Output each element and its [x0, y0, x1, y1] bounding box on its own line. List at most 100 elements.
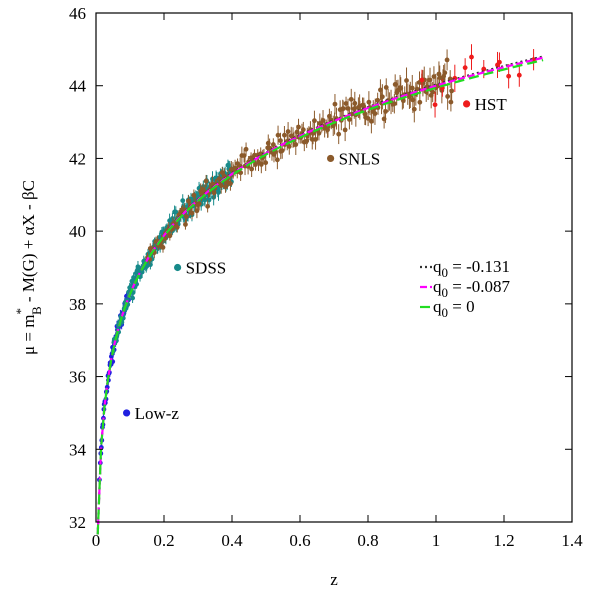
data-point-snls	[282, 132, 287, 138]
legend-q-value: = -0.087	[448, 277, 510, 296]
y-axis-title: μ = m*B - M(G) + αX - βC	[13, 180, 44, 355]
curve-layer	[96, 55, 544, 535]
legend-q-subscript: 0	[442, 285, 449, 300]
data-point-snls	[404, 78, 409, 83]
legend-entry: q0 = -0.131	[433, 257, 510, 280]
data-point-snls	[194, 208, 200, 214]
sample-label-snls: SNLS	[339, 149, 381, 168]
data-point-snls	[391, 101, 397, 107]
y-tick-label: 36	[69, 368, 86, 387]
data-point-sdss	[173, 209, 179, 215]
data-point-snls	[312, 118, 317, 124]
data-point-sdss	[131, 275, 136, 280]
data-point-snls	[383, 108, 388, 114]
data-point-snls	[427, 77, 433, 83]
data-point-snls	[296, 124, 301, 130]
data-point-hst	[469, 54, 474, 60]
y-axis-title-rest: - M(G) + αX - βC	[19, 180, 38, 306]
data-point-snls	[304, 138, 310, 144]
data-point-snls	[379, 94, 385, 100]
data-point-snls	[267, 145, 272, 151]
data-point-snls	[174, 224, 180, 230]
legend-q-subscript: 0	[442, 265, 449, 280]
data-point-snls	[336, 131, 342, 137]
data-point-snls	[368, 118, 374, 124]
data-point-snls	[293, 142, 299, 147]
sample-label-low-z: Low-z	[135, 404, 180, 423]
data-point-snls	[278, 138, 283, 143]
data-point-snls	[431, 74, 437, 80]
data-point-hst	[462, 65, 468, 71]
sample-marker-hst	[463, 100, 471, 108]
x-tick-label: 1.4	[561, 531, 583, 550]
data-point-snls	[300, 127, 306, 133]
data-point-snls	[366, 99, 372, 105]
data-point-hst	[497, 59, 502, 65]
data-point-snls	[286, 144, 292, 149]
x-tick-label: 0	[92, 531, 101, 550]
legend-entry: q0 = 0	[433, 297, 475, 320]
y-tick-label: 44	[69, 77, 87, 96]
data-point-snls	[243, 146, 249, 152]
y-axis-title-mu: μ = m	[19, 315, 38, 355]
sample-label-sdss: SDSS	[186, 259, 227, 278]
plot-frame	[95, 12, 573, 523]
x-tick-label: 0.2	[153, 531, 174, 550]
data-point-sdss	[148, 262, 153, 268]
data-point-snls	[445, 94, 451, 99]
data-point-snls	[205, 203, 211, 209]
data-point-snls	[249, 166, 255, 172]
data-point-snls	[449, 88, 455, 94]
data-point-sdss	[202, 197, 208, 203]
data-point-snls	[196, 201, 202, 207]
data-point-sdss	[130, 295, 135, 301]
x-tick-label: 1.2	[493, 531, 514, 550]
y-tick-label: 38	[69, 295, 86, 314]
data-point-snls	[191, 192, 197, 198]
x-tick-label: 1	[432, 531, 441, 550]
x-axis-title: z	[330, 570, 338, 589]
data-point-snls	[167, 233, 173, 239]
data-point-snls	[332, 101, 338, 107]
legend-q-symbol: q	[433, 277, 442, 296]
y-tick-label: 42	[69, 149, 86, 168]
annotation-layer: Low-z SDSS SNLS HST	[123, 95, 507, 423]
data-point-snls	[241, 153, 247, 159]
data-point-snls	[223, 184, 228, 190]
data-point-hst	[516, 72, 522, 78]
data-point-sdss	[180, 198, 186, 204]
data-point-snls	[285, 129, 291, 134]
data-point-snls	[279, 148, 285, 154]
data-point-snls	[340, 106, 346, 111]
data-point-snls	[448, 99, 454, 105]
tick-layer: 0 0.2 0.4 0.6 0.8 1 1.2 1.4 32 34 36 38 40 42 44 46	[69, 4, 583, 550]
data-point-snls	[348, 96, 354, 102]
data-point-hst	[432, 102, 438, 108]
data-point-snls	[444, 57, 450, 63]
data-point-snls	[270, 142, 276, 147]
data-point-hst	[419, 77, 425, 83]
y-tick-label: 34	[69, 440, 87, 459]
data-point-snls	[316, 130, 322, 136]
data-point-snls	[228, 181, 233, 187]
data-point-snls	[442, 70, 448, 76]
data-point-snls	[409, 85, 415, 91]
data-point-snls	[160, 245, 166, 250]
legend-q-symbol: q	[433, 297, 442, 316]
data-point-snls	[417, 99, 423, 105]
sample-marker-low-z	[123, 409, 131, 417]
data-point-hst	[506, 73, 512, 79]
data-point-snls	[189, 210, 195, 216]
data-point-snls	[183, 214, 189, 220]
data-point-snls	[238, 170, 244, 176]
legend-q-value: = -0.131	[448, 257, 510, 276]
data-point-snls	[183, 222, 188, 227]
data-point-snls	[430, 89, 436, 95]
data-point-snls	[327, 113, 332, 119]
data-point-snls	[263, 160, 269, 166]
data-point-sdss	[135, 264, 141, 270]
data-point-snls	[378, 87, 383, 93]
data-point-snls	[342, 127, 348, 133]
y-tick-label: 32	[69, 513, 86, 532]
